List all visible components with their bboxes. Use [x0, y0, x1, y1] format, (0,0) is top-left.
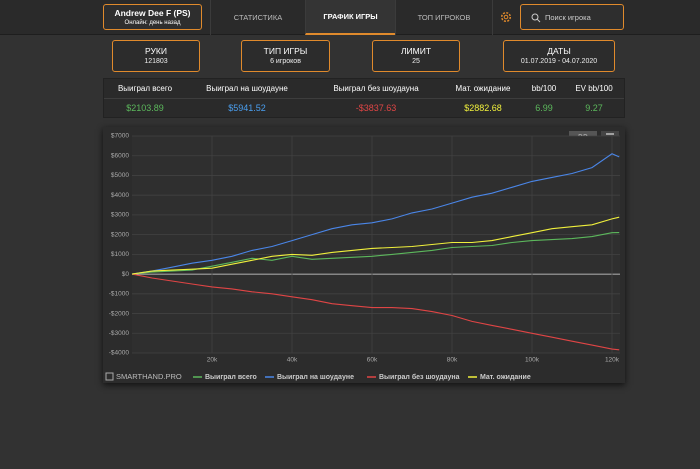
- y-tick-label: $6000: [111, 152, 129, 159]
- series-line: [131, 153, 620, 275]
- watermark-logo: [105, 372, 114, 381]
- table-header: Выиграл всего: [117, 84, 173, 93]
- plot-area: [132, 136, 620, 353]
- y-tick-label: $1000: [111, 251, 129, 258]
- tab-active[interactable]: ГРАФИК ИГРЫ: [305, 0, 395, 35]
- card-value: 121803: [144, 58, 168, 65]
- y-tick-label: $7000: [111, 133, 129, 140]
- user-status: Онлайн: день назад: [124, 20, 181, 26]
- table-header: Мат. ожидание: [455, 84, 511, 93]
- watermark: SMARTHAND.PRO: [116, 372, 182, 381]
- x-tick-label: 20k: [207, 357, 218, 364]
- table-header: Выиграл на шоудауне: [206, 84, 288, 93]
- chart: BB SMARTHAND.PRO -$4000-$3000-$2000-$100…: [105, 131, 620, 381]
- card-title: ТИП ИГРЫ: [263, 46, 308, 56]
- table-header: EV bb/100: [575, 84, 613, 93]
- y-tick-label: $2000: [111, 231, 129, 238]
- user-name: Andrew Dee F (PS): [114, 8, 191, 18]
- table-value: -$3837.63: [355, 103, 397, 113]
- table-header: Выиграл без шоудауна: [333, 84, 419, 93]
- table-value: $2103.89: [126, 103, 164, 113]
- card-value: 25: [412, 58, 420, 65]
- x-tick-label: 120k: [605, 357, 620, 364]
- card-value: 6 игроков: [270, 58, 301, 65]
- y-tick-label: -$3000: [109, 330, 130, 337]
- y-tick-label: $3000: [111, 212, 129, 219]
- card-title: РУКИ: [145, 46, 167, 56]
- y-tick-label: $0: [122, 271, 130, 278]
- x-tick-label: 60k: [367, 357, 378, 364]
- legend-label: Выиграл всего: [205, 374, 257, 381]
- chart-panel: BB SMARTHAND.PRO -$4000-$3000-$2000-$100…: [103, 127, 625, 383]
- y-tick-label: -$2000: [109, 310, 130, 317]
- card-title: ДАТЫ: [547, 46, 571, 56]
- tab[interactable]: СТАТИСТИКА: [210, 0, 305, 35]
- card: ТИП ИГРЫ 6 игроков: [241, 40, 330, 72]
- y-tick-label: -$4000: [109, 350, 130, 357]
- table-value: $5941.52: [228, 103, 266, 113]
- y-tick-label: $4000: [111, 192, 129, 199]
- row-divider: [104, 98, 624, 99]
- legend-label: Выиграл на шоудауне: [277, 374, 354, 381]
- card: ДАТЫ 01.07.2019 - 04.07.2020: [503, 40, 615, 72]
- tab[interactable]: ТОП ИГРОКОВ: [395, 0, 493, 35]
- legend-label: Выиграл без шоудауна: [379, 373, 460, 381]
- x-tick-label: 40k: [287, 357, 298, 364]
- table-value: 6.99: [535, 103, 553, 113]
- y-tick-label: -$1000: [109, 291, 130, 298]
- table-value: $2882.68: [464, 103, 502, 113]
- series-line: [131, 232, 620, 275]
- card-value: 01.07.2019 - 04.07.2020: [520, 58, 598, 65]
- user-box[interactable]: Andrew Dee F (PS) Онлайн: день назад: [103, 4, 202, 30]
- stats-table: Выиграл всего $2103.89 Выиграл на шоудауне…: [103, 78, 625, 118]
- series-line: [131, 273, 620, 351]
- search-placeholder: Поиск игрока: [545, 13, 591, 22]
- y-tick-label: $5000: [111, 172, 129, 179]
- search-box[interactable]: Поиск игрока: [520, 4, 624, 30]
- card: РУКИ 121803: [112, 40, 200, 72]
- x-tick-label: 100k: [525, 357, 540, 364]
- settings-icon[interactable]: [500, 11, 512, 23]
- search-icon: [531, 13, 541, 23]
- legend-label: Мат. ожидание: [480, 374, 531, 381]
- table-value: 9.27: [585, 103, 603, 113]
- card: ЛИМИТ 25: [372, 40, 460, 72]
- table-header: bb/100: [531, 84, 557, 93]
- card-title: ЛИМИТ: [400, 46, 432, 56]
- x-tick-label: 80k: [447, 357, 458, 364]
- series-line: [131, 216, 620, 275]
